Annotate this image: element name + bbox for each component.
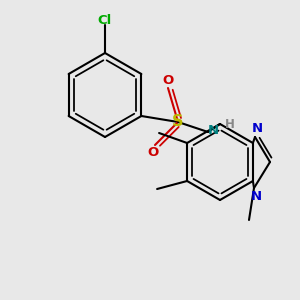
Text: N: N bbox=[250, 190, 262, 202]
Text: O: O bbox=[147, 146, 159, 160]
Text: N: N bbox=[251, 122, 262, 136]
Text: O: O bbox=[162, 74, 174, 86]
Text: H: H bbox=[225, 118, 235, 130]
Text: S: S bbox=[172, 115, 184, 130]
Text: N: N bbox=[207, 124, 219, 136]
Text: Cl: Cl bbox=[98, 14, 112, 26]
